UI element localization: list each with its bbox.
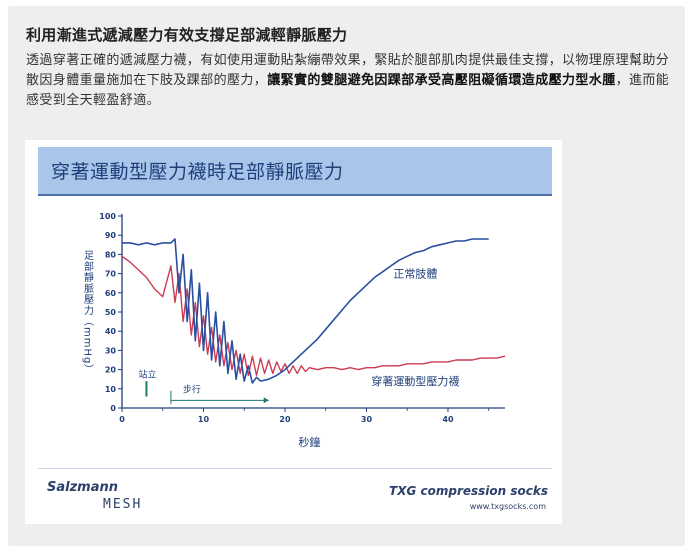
x-tick-label: 10 — [198, 415, 210, 424]
y-tick-label: 40 — [105, 327, 117, 336]
chart-figure: 穿著運動型壓力襪時足部靜脈壓力 0 10 20 30 40 50 60 70 80 90 100 0 1… — [25, 140, 562, 524]
y-tick-label: 90 — [105, 231, 117, 240]
y-axis-label: 足部靜脈壓力（mmHg） — [82, 250, 94, 376]
paragraph-text: 透過穿著正確的遞減壓力襪，有如使用運動貼紮繃帶效果，緊貼於腿部肌肉提供最佳支撐，… — [26, 53, 670, 88]
x-tick-label: 20 — [279, 415, 291, 424]
salzmann-logo: Salzmann — [47, 480, 118, 495]
walk-label: 步行 — [183, 384, 201, 396]
figure-title-underline — [38, 194, 552, 196]
series-label-socks: 穿著運動型壓力襪 — [371, 374, 459, 388]
paragraph-text-end: ，進而能感受到全天輕盈舒適。 — [26, 73, 670, 108]
stand-label: 站立 — [138, 368, 156, 380]
walk-arrow-head — [263, 397, 269, 404]
x-tick-label: 30 — [361, 415, 373, 424]
series-line-socks — [121, 255, 506, 377]
y-tick-label: 60 — [105, 289, 117, 298]
series-line-normal — [122, 238, 489, 384]
series-label-normal: 正常肢體 — [393, 266, 437, 280]
figure-title-bar: 穿著運動型壓力襪時足部靜脈壓力 — [38, 147, 552, 194]
y-tick-label: 10 — [105, 385, 117, 394]
paragraph-bold-text: 讓緊實的雙腿避免因踝部承受高壓阻礙循環造成壓力型水腫 — [267, 73, 616, 88]
y-tick-label: 0 — [110, 404, 116, 413]
y-tick-label: 70 — [105, 270, 117, 279]
txg-url: www.txgsocks.com — [469, 502, 546, 511]
article-heading: 利用漸進式遞減壓力有效支撐足部減輕靜脈壓力 — [26, 26, 348, 44]
txg-logo: TXG compression socks — [389, 484, 548, 498]
pressure-chart: 0 10 20 30 40 50 60 70 80 90 100 0 10 20 30 40 秒鐘 足部靜脈壓力（… — [82, 212, 506, 449]
x-axis-label: 秒鐘 — [298, 435, 320, 449]
article-paragraph: 透過穿著正確的遞減壓力襪，有如使用運動貼紮繃帶效果，緊貼於腿部肌肉提供最佳支撐，… — [26, 51, 676, 111]
y-tick-label: 80 — [105, 250, 117, 259]
salzmann-logo-sub: MESH — [103, 497, 143, 512]
y-tick-label: 50 — [105, 308, 117, 317]
y-tick-label: 100 — [99, 212, 116, 221]
x-tick-label: 0 — [119, 415, 125, 424]
y-tick-label: 30 — [105, 346, 117, 355]
y-tick-label: 20 — [105, 366, 117, 375]
figure-footer-divider — [38, 468, 552, 469]
figure-title: 穿著運動型壓力襪時足部靜脈壓力 — [51, 161, 344, 183]
x-tick-label: 40 — [442, 415, 454, 424]
